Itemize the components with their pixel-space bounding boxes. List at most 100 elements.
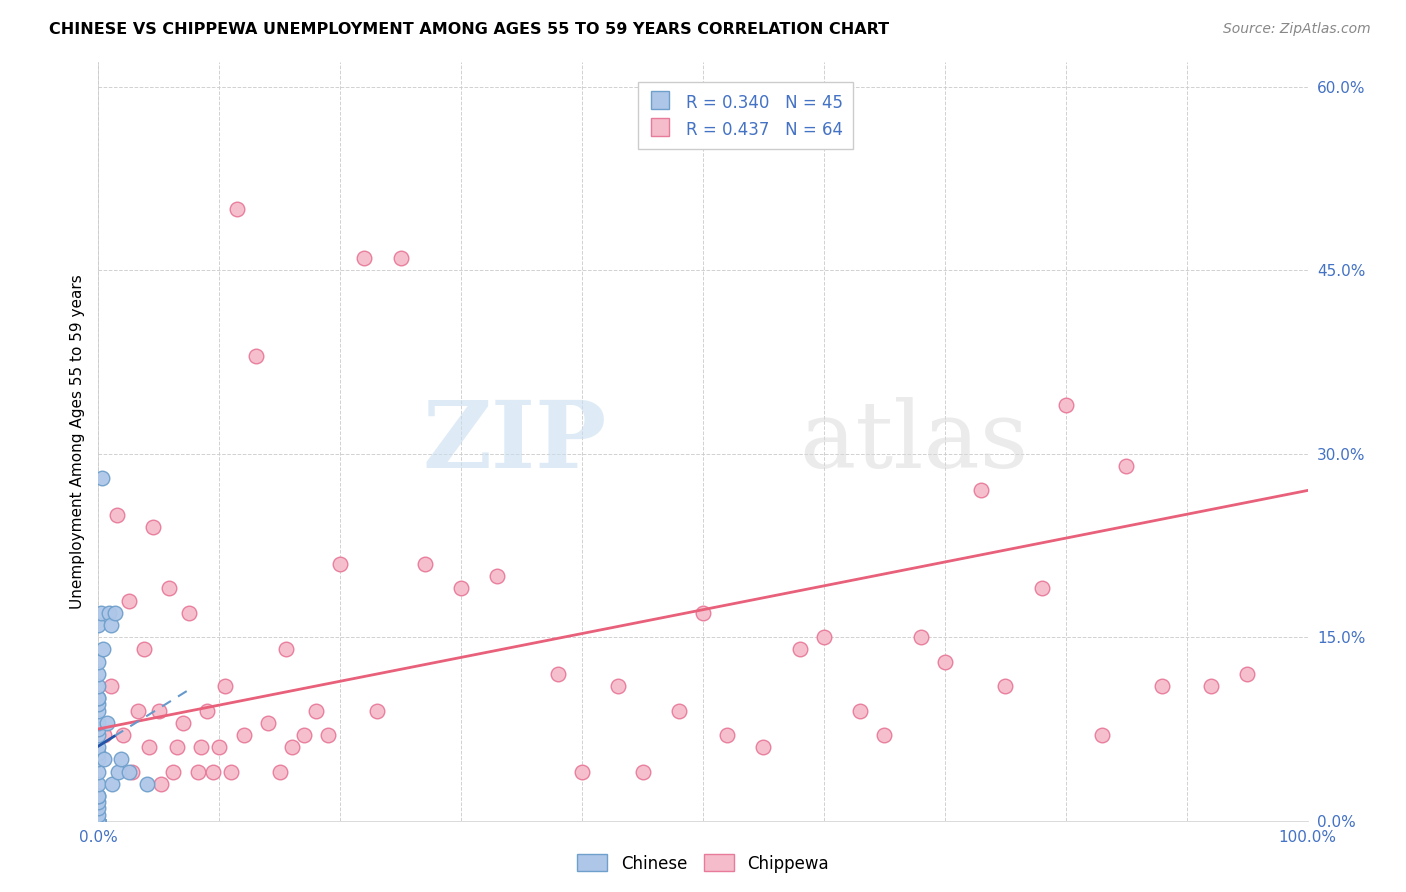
Point bbox=[87, 679, 110, 693]
Point bbox=[172, 715, 194, 730]
Point bbox=[87, 807, 110, 822]
Point bbox=[789, 642, 811, 657]
Point bbox=[1031, 582, 1053, 596]
Point bbox=[413, 557, 436, 571]
Point bbox=[305, 704, 328, 718]
Point bbox=[87, 814, 110, 828]
Point bbox=[221, 764, 243, 779]
Point bbox=[281, 740, 304, 755]
Point bbox=[849, 704, 872, 718]
Point bbox=[353, 251, 375, 265]
Point bbox=[118, 764, 141, 779]
Point bbox=[87, 704, 110, 718]
Point bbox=[148, 704, 170, 718]
Point bbox=[571, 764, 593, 779]
Point bbox=[450, 582, 472, 596]
Point bbox=[245, 349, 267, 363]
Point bbox=[87, 814, 110, 828]
Text: CHINESE VS CHIPPEWA UNEMPLOYMENT AMONG AGES 55 TO 59 YEARS CORRELATION CHART: CHINESE VS CHIPPEWA UNEMPLOYMENT AMONG A… bbox=[49, 22, 890, 37]
Point bbox=[87, 814, 110, 828]
Point bbox=[873, 728, 896, 742]
Point bbox=[87, 722, 110, 736]
Point bbox=[96, 715, 118, 730]
Point bbox=[98, 606, 121, 620]
Text: ZIP: ZIP bbox=[422, 397, 606, 486]
Point bbox=[1115, 458, 1137, 473]
Point bbox=[214, 679, 236, 693]
Point bbox=[127, 704, 149, 718]
Point bbox=[87, 795, 110, 809]
Point bbox=[179, 606, 201, 620]
Point bbox=[166, 740, 188, 755]
Point bbox=[87, 814, 110, 828]
Point bbox=[110, 752, 132, 766]
Point bbox=[994, 679, 1017, 693]
Point bbox=[93, 752, 115, 766]
Point bbox=[87, 715, 110, 730]
Point bbox=[93, 728, 115, 742]
Point bbox=[1152, 679, 1174, 693]
Point bbox=[1091, 728, 1114, 742]
Point bbox=[87, 666, 110, 681]
Point bbox=[87, 814, 110, 828]
Point bbox=[256, 715, 278, 730]
Point bbox=[135, 777, 157, 791]
Point bbox=[274, 642, 297, 657]
Point bbox=[87, 655, 110, 669]
Point bbox=[232, 728, 254, 742]
Y-axis label: Unemployment Among Ages 55 to 59 years: Unemployment Among Ages 55 to 59 years bbox=[69, 274, 84, 609]
Point bbox=[91, 471, 114, 485]
Point bbox=[104, 606, 127, 620]
Point bbox=[389, 251, 412, 265]
Point bbox=[87, 814, 110, 828]
Text: Source: ZipAtlas.com: Source: ZipAtlas.com bbox=[1223, 22, 1371, 37]
Point bbox=[316, 728, 339, 742]
Point bbox=[87, 814, 110, 828]
Point bbox=[1054, 398, 1077, 412]
Point bbox=[208, 740, 231, 755]
Point bbox=[142, 520, 165, 534]
Point bbox=[87, 764, 110, 779]
Point bbox=[118, 593, 141, 607]
Point bbox=[87, 747, 110, 761]
Point bbox=[87, 698, 110, 712]
Point bbox=[752, 740, 775, 755]
Point bbox=[150, 777, 173, 791]
Point bbox=[813, 630, 835, 644]
Text: atlas: atlas bbox=[800, 397, 1029, 486]
Point bbox=[90, 606, 112, 620]
Point bbox=[105, 508, 128, 522]
Point bbox=[329, 557, 352, 571]
Point bbox=[87, 691, 110, 706]
Point bbox=[87, 789, 110, 804]
Point bbox=[87, 752, 110, 766]
Point bbox=[87, 789, 110, 804]
Point bbox=[195, 704, 218, 718]
Point bbox=[716, 728, 738, 742]
Point bbox=[190, 740, 212, 755]
Point bbox=[226, 202, 249, 217]
Point bbox=[87, 777, 110, 791]
Point bbox=[138, 740, 160, 755]
Point bbox=[91, 642, 114, 657]
Point bbox=[692, 606, 714, 620]
Point bbox=[87, 728, 110, 742]
Point bbox=[87, 801, 110, 815]
Point bbox=[547, 666, 569, 681]
Point bbox=[934, 655, 956, 669]
Point bbox=[134, 642, 156, 657]
Point bbox=[269, 764, 291, 779]
Point bbox=[1199, 679, 1222, 693]
Legend: R = 0.340   N = 45, R = 0.437   N = 64: R = 0.340 N = 45, R = 0.437 N = 64 bbox=[638, 82, 853, 150]
Point bbox=[910, 630, 932, 644]
Point bbox=[87, 814, 110, 828]
Legend: Chinese, Chippewa: Chinese, Chippewa bbox=[571, 847, 835, 880]
Point bbox=[87, 814, 110, 828]
Point bbox=[111, 728, 134, 742]
Point bbox=[187, 764, 209, 779]
Point bbox=[87, 618, 110, 632]
Point bbox=[202, 764, 225, 779]
Point bbox=[100, 777, 122, 791]
Point bbox=[1236, 666, 1258, 681]
Point bbox=[87, 691, 110, 706]
